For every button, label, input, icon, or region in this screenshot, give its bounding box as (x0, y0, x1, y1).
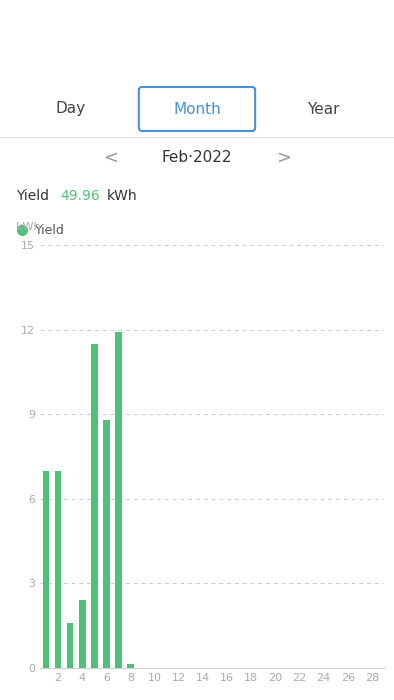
Bar (127, 664, 134, 668)
Bar (115, 332, 122, 668)
Text: Yield: Yield (35, 223, 65, 237)
FancyBboxPatch shape (139, 87, 255, 131)
Text: 49.96: 49.96 (60, 189, 100, 203)
Text: 97 % ▮: 97 % ▮ (351, 10, 384, 20)
Text: Day: Day (56, 102, 86, 116)
Bar (43, 470, 49, 668)
Text: kWh: kWh (107, 189, 138, 203)
Text: <: < (22, 45, 41, 65)
Text: Year: Year (307, 102, 339, 116)
Text: >: > (276, 149, 291, 167)
Bar (55, 470, 61, 668)
Bar (79, 601, 85, 668)
Text: Feb·2022: Feb·2022 (162, 150, 232, 165)
Text: <: < (103, 149, 118, 167)
Bar (103, 420, 110, 668)
Bar (91, 344, 98, 668)
Bar (67, 623, 74, 668)
Text: kWh: kWh (16, 223, 41, 232)
Text: Yield: Yield (16, 189, 49, 203)
Text: Enköping Teda Gumlösa 7: Enköping Teda Gumlösa 7 (56, 46, 338, 64)
Text: Month: Month (173, 102, 221, 116)
Text: 3 WiFi-samtal  ▚  09:23: 3 WiFi-samtal ▚ 09:23 (12, 10, 126, 20)
